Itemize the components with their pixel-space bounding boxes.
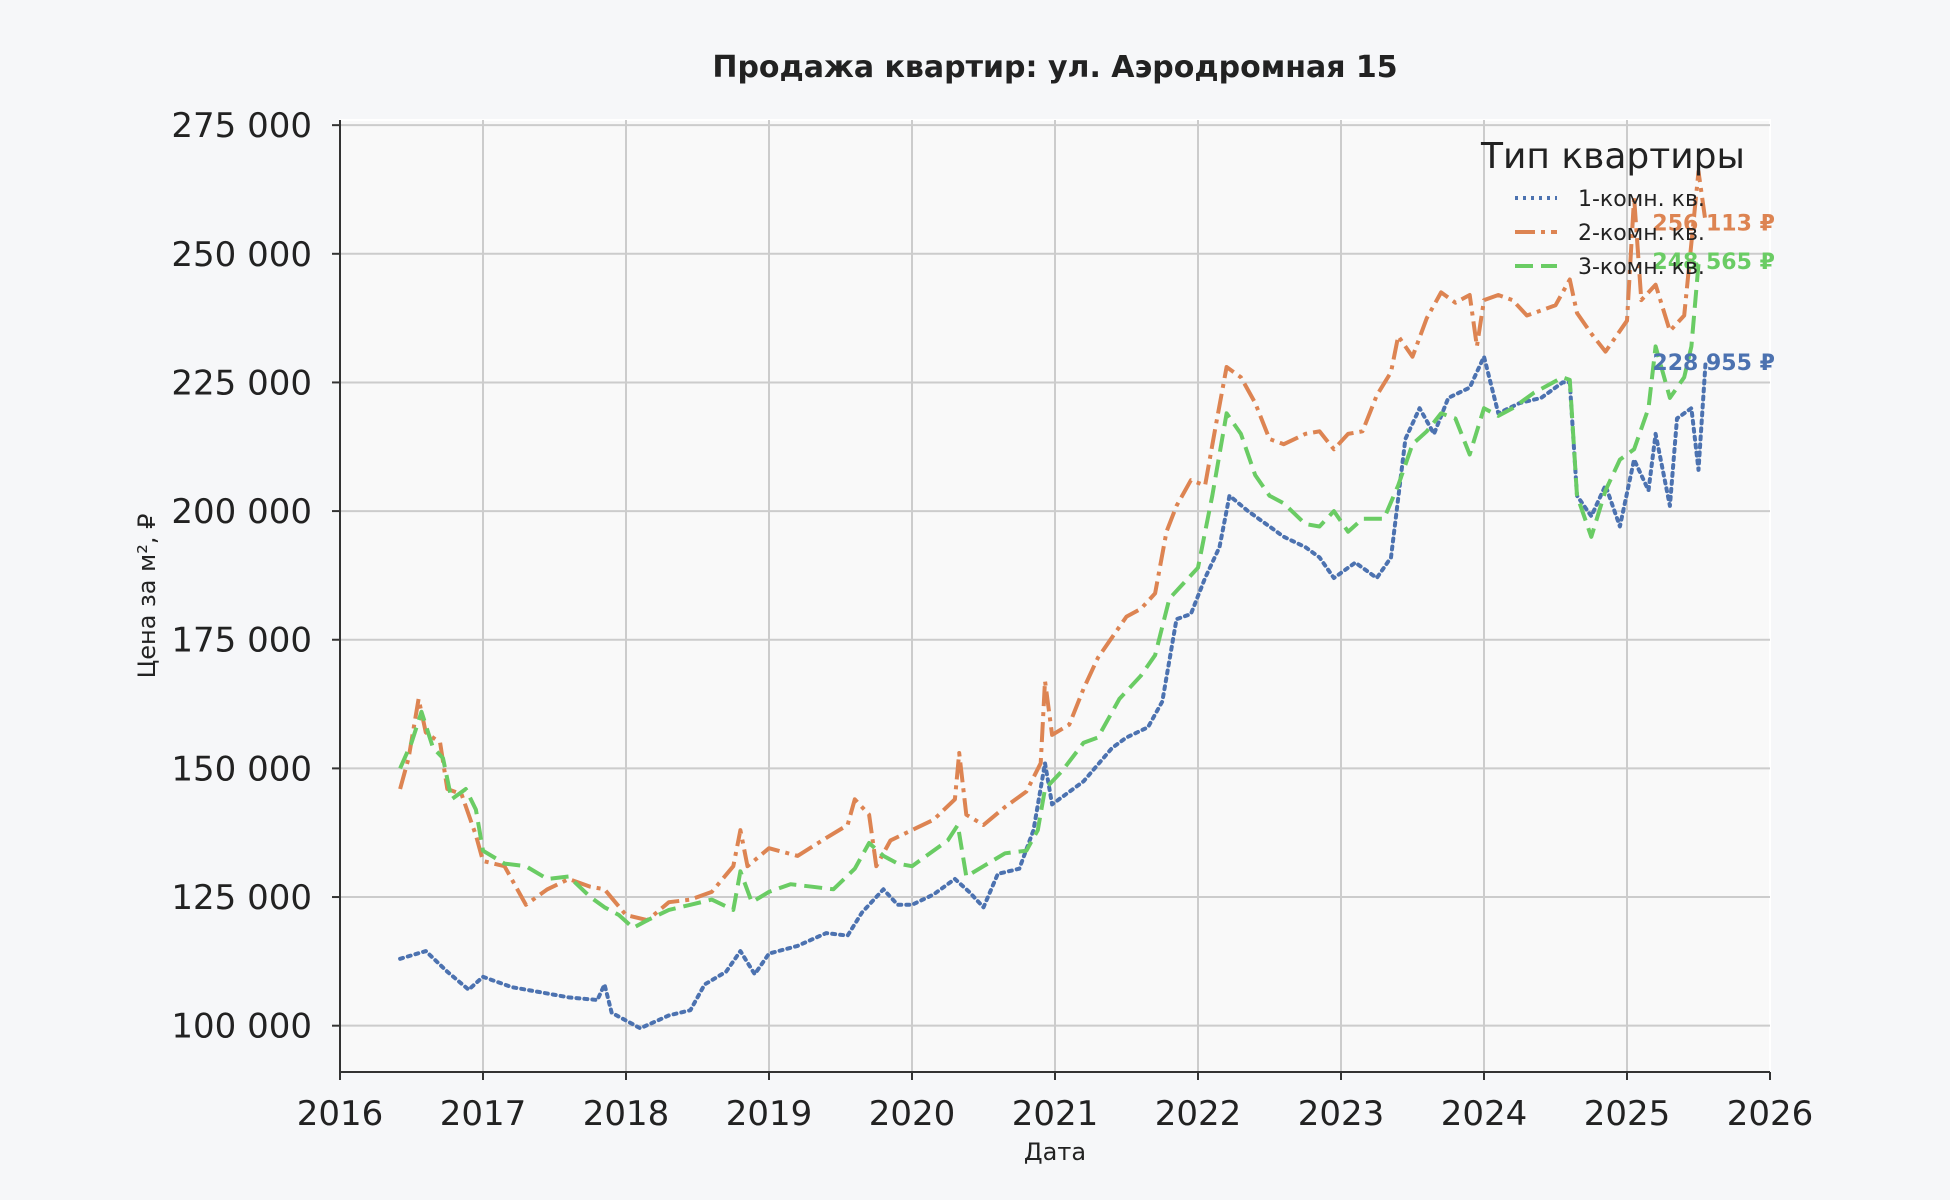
x-tick-label: 2018 xyxy=(583,1094,670,1134)
end-value-label: 248 565 ₽ xyxy=(1652,250,1774,275)
end-labels: 228 955 ₽ 256 113 ₽ 248 565 ₽ xyxy=(1652,211,1774,376)
legend-title: Тип квартиры xyxy=(1480,136,1745,177)
y-tick-label: 175 000 xyxy=(171,621,312,661)
legend-label: 1-комн. кв. xyxy=(1578,187,1705,212)
legend-item: 1-комн. кв. xyxy=(1515,187,1705,212)
legend-label: 3-комн. кв. xyxy=(1578,255,1705,280)
series-line xyxy=(398,259,1707,930)
series-line xyxy=(398,169,1708,923)
legend-item: 2-комн. кв. xyxy=(1515,221,1705,246)
chart-title: Продажа квартир: ул. Аэродромная 15 xyxy=(712,50,1397,85)
x-tick-label: 2017 xyxy=(440,1094,527,1134)
y-tick-label: 275 000 xyxy=(171,106,312,146)
x-tick-label: 2026 xyxy=(1727,1094,1814,1134)
y-tick-label: 225 000 xyxy=(171,363,312,403)
x-axis-label: Дата xyxy=(1024,1138,1086,1166)
legend-label: 2-комн. кв. xyxy=(1578,221,1705,246)
x-tick-label: 2021 xyxy=(1012,1094,1099,1134)
y-axis-label: Цена за м², ₽ xyxy=(133,514,161,679)
y-tick-label: 150 000 xyxy=(171,749,312,789)
x-tick-label: 2022 xyxy=(1155,1094,1242,1134)
end-value-label: 228 955 ₽ xyxy=(1652,351,1774,376)
legend: Тип квартиры 1-комн. кв. 2-комн. кв. 3-к… xyxy=(1480,136,1745,280)
y-tick-label: 125 000 xyxy=(171,878,312,918)
x-tick-label: 2024 xyxy=(1441,1094,1528,1134)
x-tick-label: 2019 xyxy=(726,1094,813,1134)
end-value-label: 256 113 ₽ xyxy=(1652,211,1774,236)
x-tick-label: 2016 xyxy=(297,1094,384,1134)
grid xyxy=(340,120,1770,1072)
legend-item: 3-комн. кв. xyxy=(1515,255,1705,280)
y-tick-label: 100 000 xyxy=(171,1007,312,1047)
x-tick-label: 2025 xyxy=(1584,1094,1671,1134)
axes: 2016 2017 2018 2019 2020 2021 2022 2023 2024 2025… xyxy=(171,106,1813,1134)
y-tick-label: 200 000 xyxy=(171,492,312,532)
series-lines xyxy=(398,169,1708,1031)
x-tick-label: 2023 xyxy=(1298,1094,1385,1134)
series-line xyxy=(398,354,1708,1031)
x-tick-label: 2020 xyxy=(869,1094,956,1134)
y-tick-label: 250 000 xyxy=(171,235,312,275)
